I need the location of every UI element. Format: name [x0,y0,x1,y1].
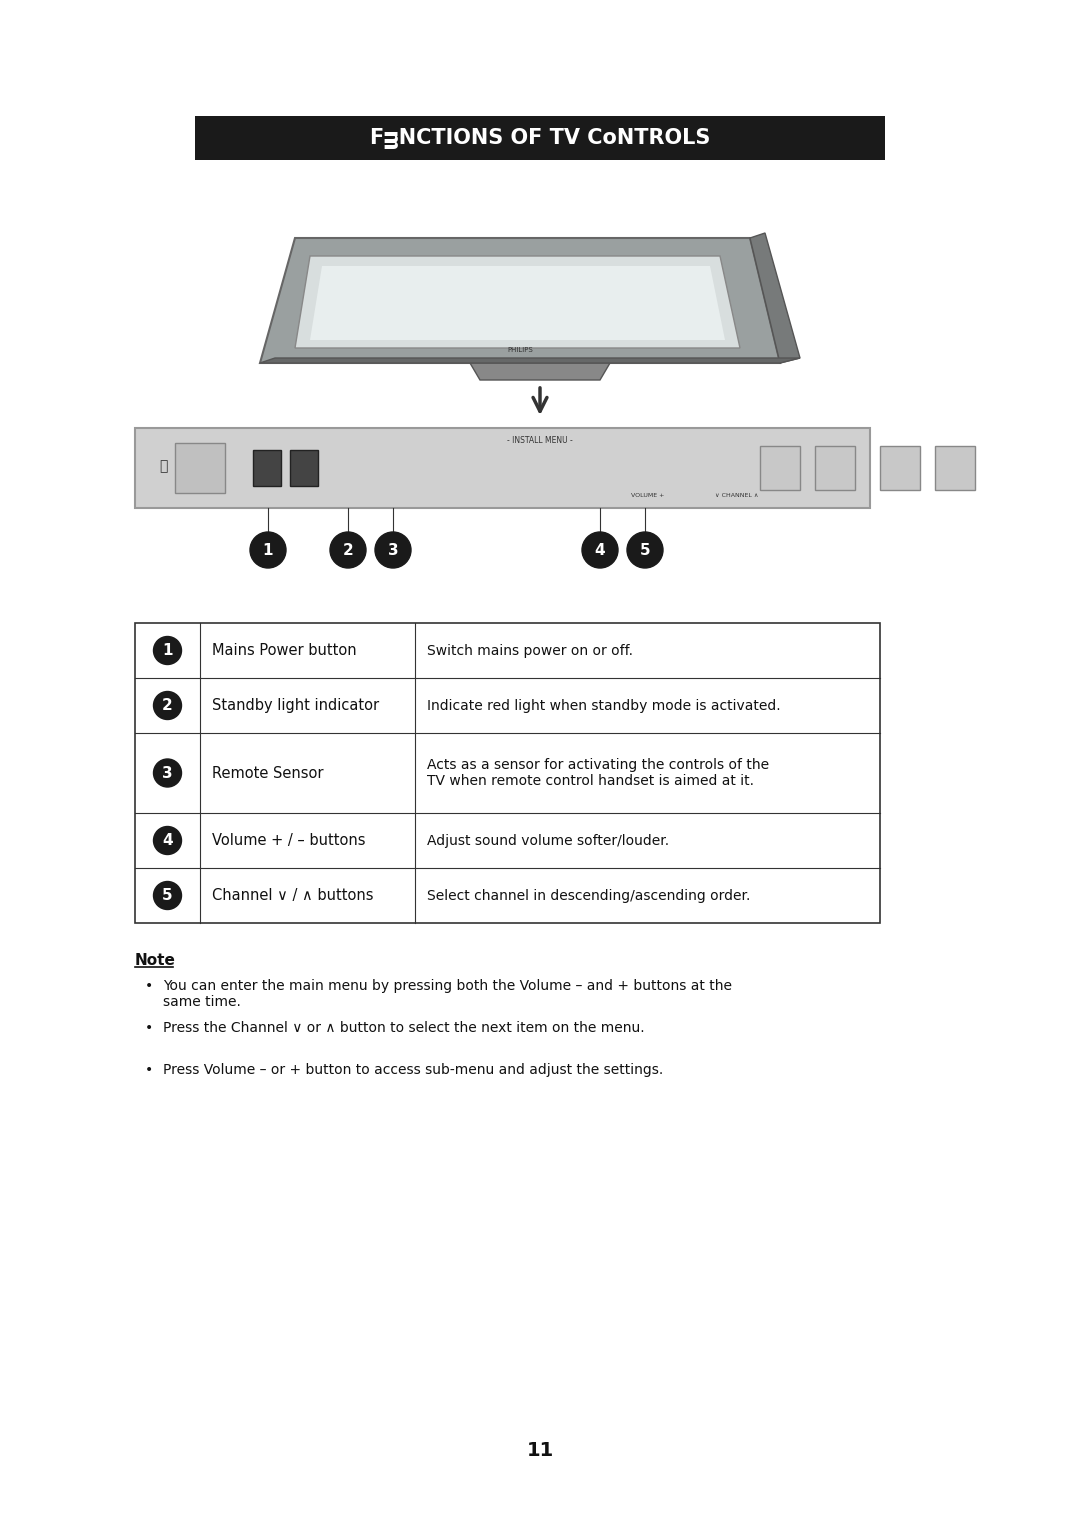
Text: Note: Note [135,953,176,969]
Text: Select channel in descending/ascending order.: Select channel in descending/ascending o… [427,888,751,903]
Polygon shape [750,232,800,364]
Bar [880,446,920,490]
Text: •: • [145,1063,153,1077]
Bar [195,116,885,160]
Text: •: • [145,979,153,993]
Bar [253,451,281,486]
Text: PHILIPS: PHILIPS [508,347,532,353]
Text: Indicate red light when standby mode is activated.: Indicate red light when standby mode is … [427,698,781,712]
Text: 3: 3 [162,766,173,781]
Polygon shape [295,257,740,348]
Circle shape [249,532,286,568]
Bar [291,451,318,486]
Bar [135,623,880,923]
Circle shape [582,532,618,568]
Bar [175,443,225,494]
Text: 4: 4 [595,542,605,558]
Polygon shape [310,266,725,341]
Text: ⏻: ⏻ [159,458,167,474]
Text: 5: 5 [639,542,650,558]
Text: Standby light indicator: Standby light indicator [212,698,379,714]
Text: Mains Power button: Mains Power button [212,643,356,659]
Circle shape [627,532,663,568]
Circle shape [153,882,181,909]
Polygon shape [260,358,800,364]
Text: 2: 2 [162,698,173,714]
Text: - INSTALL MENU -: - INSTALL MENU - [508,435,572,445]
Text: FᴟNCTIONS OF TV CᴏNTROLS: FᴟNCTIONS OF TV CᴏNTROLS [369,127,711,148]
Circle shape [153,827,181,854]
Text: 1: 1 [262,542,273,558]
Text: Press the Channel ∨ or ∧ button to select the next item on the menu.: Press the Channel ∨ or ∧ button to selec… [163,1021,645,1034]
Circle shape [153,759,181,787]
Text: Press Volume – or + button to access sub-menu and adjust the settings.: Press Volume – or + button to access sub… [163,1063,663,1077]
Bar [935,446,975,490]
Text: •: • [145,1021,153,1034]
Text: 4: 4 [162,833,173,848]
Text: Adjust sound volume softer/louder.: Adjust sound volume softer/louder. [427,833,670,848]
Circle shape [330,532,366,568]
Circle shape [153,637,181,665]
Text: Acts as a sensor for activating the controls of the
TV when remote control hands: Acts as a sensor for activating the cont… [427,758,769,788]
Polygon shape [470,364,610,380]
Polygon shape [260,238,780,364]
Text: Switch mains power on or off.: Switch mains power on or off. [427,643,633,657]
Bar [135,428,870,507]
Text: ∨ CHANNEL ∧: ∨ CHANNEL ∧ [715,494,759,498]
Text: 5: 5 [162,888,173,903]
Text: VOLUME +: VOLUME + [632,494,664,498]
Circle shape [375,532,411,568]
Text: 11: 11 [526,1441,554,1459]
Text: Volume + / – buttons: Volume + / – buttons [212,833,365,848]
Text: 2: 2 [342,542,353,558]
Circle shape [153,692,181,720]
Text: Channel ∨ / ∧ buttons: Channel ∨ / ∧ buttons [212,888,374,903]
Text: You can enter the main menu by pressing both the Volume – and + buttons at the
s: You can enter the main menu by pressing … [163,979,732,1008]
Text: 3: 3 [388,542,399,558]
Text: Remote Sensor: Remote Sensor [212,766,324,781]
Bar [760,446,800,490]
Text: 1: 1 [162,643,173,659]
Bar [815,446,855,490]
